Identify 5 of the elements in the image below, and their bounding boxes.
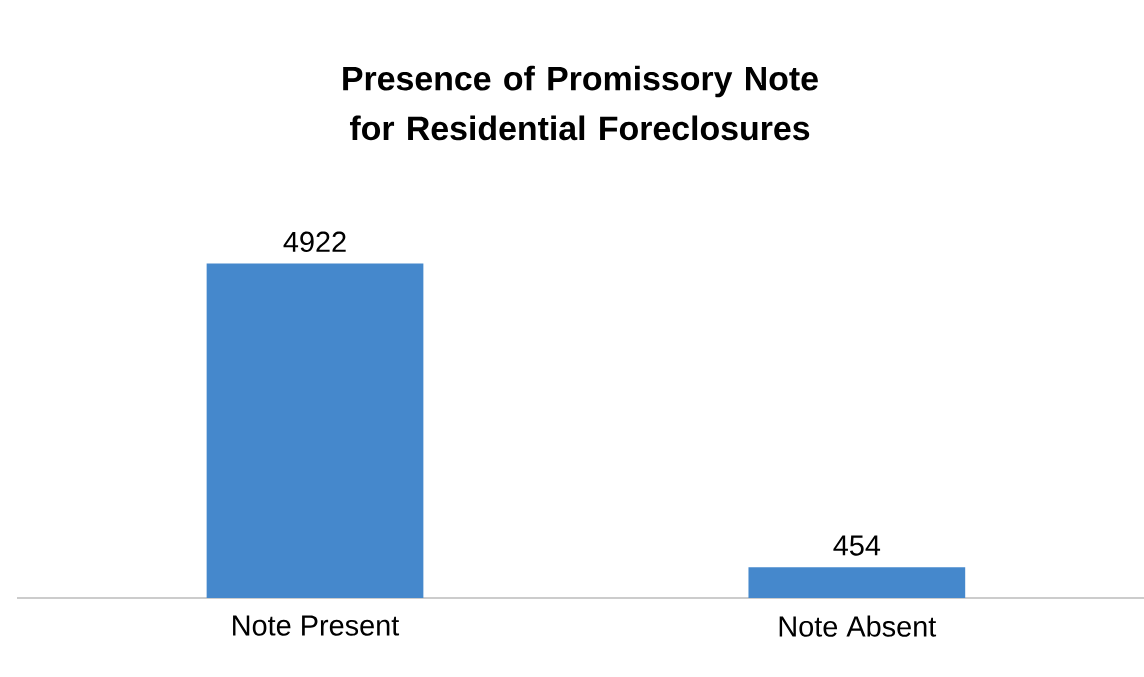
x-tick-label: Note Absent — [779, 615, 937, 637]
chart-title: Presence of Promissory Note for Residential Foreclosures — [343, 65, 818, 141]
data-label: 454 — [833, 535, 881, 556]
data-label: 4922 — [283, 231, 346, 253]
x-tick-label: Note Present — [233, 615, 400, 636]
